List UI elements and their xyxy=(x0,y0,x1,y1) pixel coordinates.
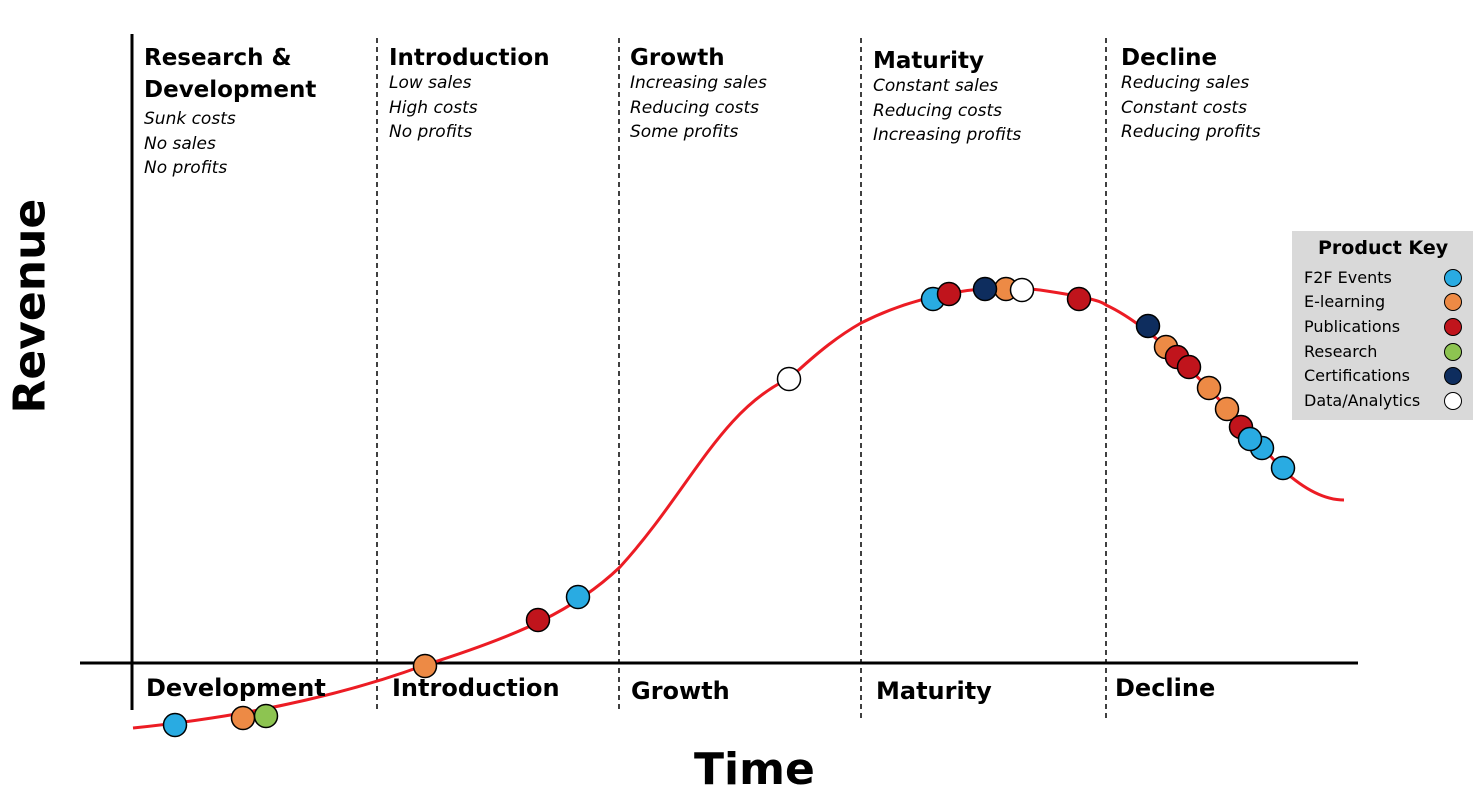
marker-e-learning xyxy=(1214,396,1240,422)
legend-title: Product Key xyxy=(1318,237,1449,259)
stage-note: No profits xyxy=(389,122,473,142)
marker-f2f-events xyxy=(1237,426,1263,452)
axis-phase-growth: Growth xyxy=(631,677,730,705)
stage-note: Some profits xyxy=(630,122,739,142)
stage-introduction: Introduction Low sales High costs No pro… xyxy=(389,42,550,145)
marker-publications xyxy=(1066,286,1092,312)
marker-e-learning xyxy=(230,705,256,731)
stage-decline: Decline Reducing sales Constant costs Re… xyxy=(1121,42,1261,145)
legend-swatch xyxy=(1444,392,1462,410)
stage-notes: Increasing sales Reducing costs Some pro… xyxy=(630,71,767,145)
stage-title-line: Research & xyxy=(144,45,292,71)
legend-item-data-analytics: Data/Analytics xyxy=(1304,389,1469,413)
legend-swatch xyxy=(1444,269,1462,287)
marker-f2f-events xyxy=(1270,455,1296,481)
stage-notes: Reducing sales Constant costs Reducing p… xyxy=(1121,71,1261,145)
stage-note: Low sales xyxy=(389,73,472,93)
legend-label: Data/Analytics xyxy=(1304,391,1421,410)
marker-publications xyxy=(525,607,551,633)
stage-notes: Sunk costs No sales No profits xyxy=(144,107,316,181)
marker-research xyxy=(253,703,279,729)
legend-swatch xyxy=(1444,343,1462,361)
axis-phase-introduction: Introduction xyxy=(392,674,560,702)
stage-title: Decline xyxy=(1121,45,1218,71)
stage-note: No profits xyxy=(144,158,228,178)
legend-label: Certifications xyxy=(1304,366,1410,385)
stage-note: Reducing costs xyxy=(873,100,1003,121)
stage-notes: Constant sales Reducing costs Increasing… xyxy=(873,74,1021,148)
legend-label: Research xyxy=(1304,342,1378,361)
stage-note: Reducing costs xyxy=(630,97,760,118)
legend-item-e-learning: E-learning xyxy=(1304,290,1469,314)
legend-swatch xyxy=(1444,367,1462,385)
stage-title: Research & Development xyxy=(144,42,316,106)
stage-note: Reducing sales xyxy=(1121,73,1250,93)
legend-item-research: Research xyxy=(1304,340,1469,364)
legend-item-certifications: Certifications xyxy=(1304,364,1469,388)
legend-label: Publications xyxy=(1304,317,1401,336)
marker-data-analytics xyxy=(776,366,802,392)
axis-phase-maturity: Maturity xyxy=(876,677,992,705)
legend-label: E-learning xyxy=(1304,292,1386,311)
product-key-legend: Product Key F2F Events E-learning Public… xyxy=(1292,231,1473,420)
stage-note: Increasing sales xyxy=(630,73,767,93)
axis-phase-development: Development xyxy=(146,674,326,702)
marker-publications xyxy=(1176,354,1202,380)
stage-title: Maturity xyxy=(873,48,984,74)
stage-maturity: Maturity Constant sales Reducing costs I… xyxy=(873,45,1021,148)
x-axis-title: Time xyxy=(694,744,815,795)
marker-e-learning xyxy=(412,653,438,679)
legend-swatch xyxy=(1444,293,1462,311)
marker-publications xyxy=(936,281,962,307)
stage-note: Sunk costs xyxy=(144,109,236,129)
legend-item-publications: Publications xyxy=(1304,315,1469,339)
stage-growth: Growth Increasing sales Reducing costs S… xyxy=(630,42,767,145)
stage-note: Constant costs xyxy=(1121,97,1247,118)
stage-research-development: Research & Development Sunk costs No sal… xyxy=(144,42,316,181)
legend-item-f2f-events: F2F Events xyxy=(1304,266,1469,290)
stage-notes: Low sales High costs No profits xyxy=(389,71,550,145)
marker-data-analytics xyxy=(1009,277,1035,303)
stage-note: High costs xyxy=(389,97,478,118)
legend-label: F2F Events xyxy=(1304,268,1392,287)
stage-title: Introduction xyxy=(389,45,550,71)
marker-certifications xyxy=(972,276,998,302)
marker-f2f-events xyxy=(565,584,591,610)
marker-e-learning xyxy=(1196,375,1222,401)
stage-note: Increasing profits xyxy=(873,125,1022,145)
stage-note: Constant sales xyxy=(873,76,999,96)
stage-note: No sales xyxy=(144,133,216,154)
stage-title: Growth xyxy=(630,45,725,71)
y-axis-title: Revenue xyxy=(4,198,56,414)
marker-f2f-events xyxy=(162,712,188,738)
legend-swatch xyxy=(1444,318,1462,336)
stage-note: Reducing profits xyxy=(1121,122,1261,142)
marker-certifications xyxy=(1135,313,1161,339)
axis-phase-decline: Decline xyxy=(1115,674,1216,702)
stage-title-line: Development xyxy=(144,77,317,103)
